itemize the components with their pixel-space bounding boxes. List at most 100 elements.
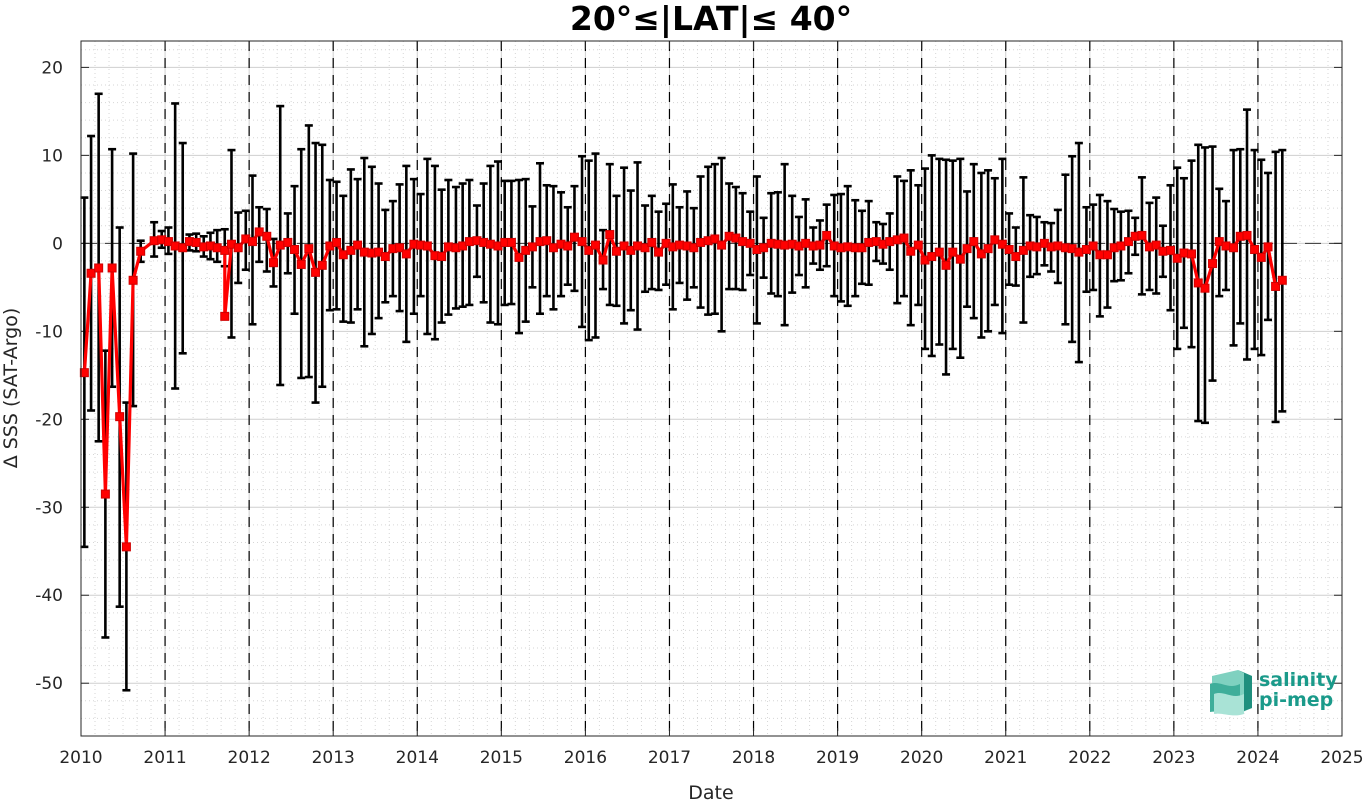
mean-marker xyxy=(542,236,552,246)
x-tick-label: 2010 xyxy=(59,748,102,768)
mean-marker xyxy=(395,243,405,253)
mean-marker xyxy=(1193,278,1203,288)
mean-marker xyxy=(857,243,867,253)
mean-marker xyxy=(170,241,180,251)
x-tick-label: 2013 xyxy=(312,748,355,768)
mean-marker xyxy=(969,237,979,247)
x-tick-labels: 2010 2011 2012 2013 2014 2015 2016 2017 2018 2019… xyxy=(59,748,1363,768)
logo-text-pi-mep: pi-mep xyxy=(1259,689,1333,711)
mean-marker xyxy=(780,240,790,250)
mean-marker xyxy=(220,311,230,321)
mean-marker xyxy=(1263,242,1273,252)
mean-marker xyxy=(1011,252,1021,262)
mean-marker xyxy=(220,245,230,255)
mean-marker xyxy=(296,259,306,269)
x-tick-label: 2015 xyxy=(480,748,523,768)
mean-marker xyxy=(801,238,811,248)
mean-marker xyxy=(1242,230,1252,240)
mean-marker xyxy=(283,237,293,247)
mean-marker xyxy=(997,239,1007,249)
mean-marker xyxy=(696,237,706,247)
mean-marker xyxy=(1102,250,1112,260)
mean-marker xyxy=(717,240,727,250)
mean-marker xyxy=(563,241,573,251)
mean-marker xyxy=(128,275,138,285)
mean-marker xyxy=(948,247,958,257)
mean-marker xyxy=(346,245,356,255)
mean-marker xyxy=(1137,230,1147,240)
x-tick-label: 2019 xyxy=(816,748,859,768)
x-tick-label: 2014 xyxy=(396,748,439,768)
mean-marker xyxy=(633,241,643,251)
mean-marker xyxy=(1256,252,1266,262)
mean-marker xyxy=(913,240,923,250)
mean-marker xyxy=(885,237,895,247)
mean-marker xyxy=(1053,241,1063,251)
y-tick-label: 20 xyxy=(41,58,63,78)
logo-wave-icon xyxy=(1210,670,1252,716)
y-tick-label: 10 xyxy=(41,146,63,166)
mean-marker xyxy=(1095,250,1105,260)
mean-marker xyxy=(1208,259,1218,269)
mean-marker xyxy=(401,249,411,259)
mean-marker xyxy=(815,240,825,250)
mean-marker xyxy=(437,252,447,262)
mean-marker xyxy=(934,247,944,257)
mean-marker xyxy=(100,489,110,499)
x-tick-label: 2022 xyxy=(1068,748,1111,768)
mean-marker xyxy=(107,263,117,273)
mean-marker xyxy=(338,250,348,260)
mean-marker xyxy=(640,243,650,253)
mean-marker xyxy=(864,237,874,247)
mean-marker xyxy=(514,252,524,262)
mean-marker xyxy=(359,247,369,257)
y-tick-label: -50 xyxy=(35,674,63,694)
mean-marker xyxy=(955,254,965,264)
salinity-pi-mep-logo: salinity pi-mep xyxy=(1210,669,1338,716)
mean-marker xyxy=(1229,243,1239,253)
mean-marker xyxy=(899,233,909,243)
mean-marker xyxy=(247,237,257,247)
mean-marker xyxy=(1277,275,1287,285)
mean-marker xyxy=(136,246,146,256)
y-tick-label: -10 xyxy=(35,322,63,342)
mean-marker xyxy=(212,243,222,253)
mean-marker xyxy=(94,263,104,273)
mean-marker xyxy=(191,237,201,247)
mean-marker xyxy=(605,230,615,240)
mean-marker xyxy=(178,243,188,253)
mean-marker xyxy=(710,234,720,244)
mean-marker xyxy=(485,239,495,249)
x-tick-label: 2016 xyxy=(564,748,607,768)
mean-marker xyxy=(443,242,453,252)
mean-marker xyxy=(675,240,685,250)
mean-marker xyxy=(906,246,916,256)
plot-frame xyxy=(80,40,1343,737)
mean-marker xyxy=(304,244,314,254)
mean-marker xyxy=(86,268,96,278)
error-bar xyxy=(248,174,257,326)
mean-marker xyxy=(1172,253,1182,263)
y-tick-label: 0 xyxy=(52,234,63,254)
marker-layer xyxy=(79,227,1287,552)
mean-marker xyxy=(506,237,516,247)
mean-marker xyxy=(1088,241,1098,251)
mean-marker xyxy=(1221,241,1231,251)
mean-marker xyxy=(1179,248,1189,258)
mean-marker xyxy=(647,237,657,247)
mean-marker xyxy=(1187,249,1197,259)
mean-marker xyxy=(738,237,748,247)
y-tick-label: -30 xyxy=(35,498,63,518)
mean-marker xyxy=(380,252,390,262)
mean-marker xyxy=(654,247,664,257)
mean-marker xyxy=(121,542,131,552)
mean-marker xyxy=(612,246,622,256)
mean-marker xyxy=(269,258,279,268)
mean-marker xyxy=(584,245,594,255)
mean-marker xyxy=(843,242,853,252)
y-tick-label: -40 xyxy=(35,586,63,606)
mean-marker xyxy=(689,243,699,253)
mean-marker xyxy=(990,235,1000,245)
